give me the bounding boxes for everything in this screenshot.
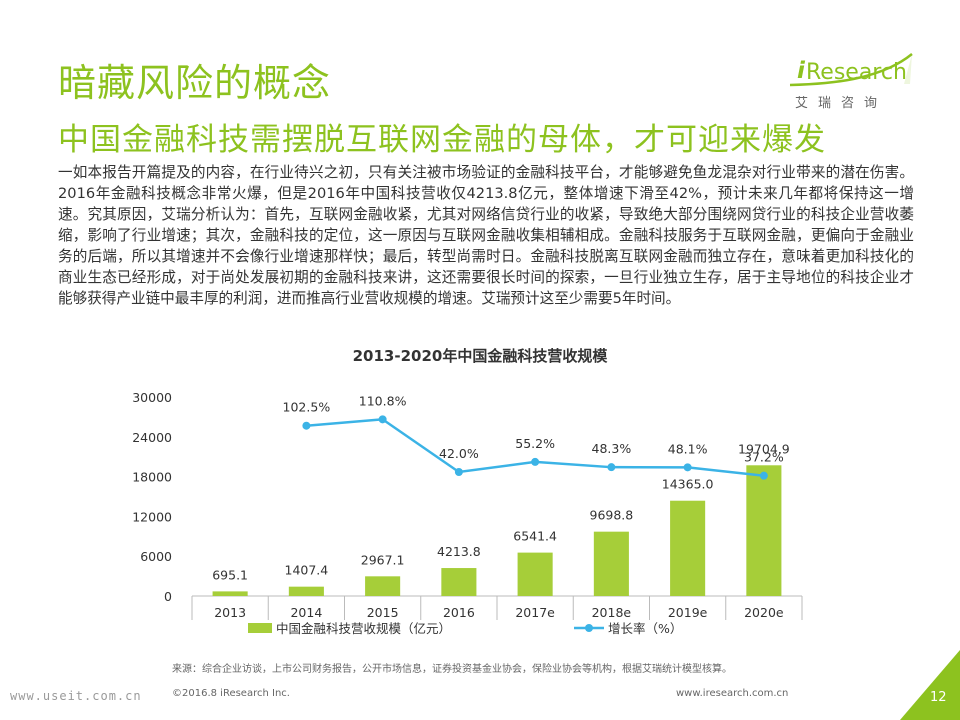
bar [288, 586, 324, 596]
bar [670, 500, 706, 596]
bar [593, 531, 629, 596]
footer-url: www.iresearch.com.cn [676, 688, 789, 699]
y-tick-label: 12000 [132, 509, 172, 524]
growth-label: 102.5% [283, 400, 331, 415]
y-tick-label: 24000 [132, 430, 172, 445]
growth-point [759, 471, 768, 480]
y-tick-label: 30000 [132, 390, 172, 405]
growth-label: 55.2% [515, 436, 555, 451]
page-title: 暗藏风险的概念 [58, 61, 332, 105]
x-tick-label: 2014 [290, 605, 322, 620]
watermark: www.useit.com.cn [10, 689, 142, 703]
bar [365, 576, 401, 596]
bar [746, 465, 782, 596]
growth-label: 48.3% [592, 441, 632, 456]
logo-subtitle: 艾瑞咨询 [795, 96, 888, 111]
bar [517, 552, 553, 596]
growth-point [531, 457, 540, 466]
growth-point [302, 421, 311, 430]
y-tick-label: 18000 [132, 470, 172, 485]
growth-label: 42.0% [439, 446, 479, 461]
growth-point [607, 463, 616, 472]
growth-label: 37.2% [744, 450, 784, 465]
bar-value-label: 19704.9 [738, 441, 790, 456]
source-note: 来源：综合企业访谈，上市公司财务报告，公开市场信息，证券投资基金业协会，保险业协… [172, 664, 732, 675]
growth-point [454, 468, 463, 477]
page-subtitle: 中国金融科技需摆脱互联网金融的母体，才可迎来爆发 [58, 122, 826, 158]
growth-point [378, 415, 387, 424]
x-tick-label: 2017e [515, 605, 555, 620]
body-paragraph: 一如本报告开篇提及的内容，在行业待兴之初，只有关注被市场验证的金融科技平台，才能… [58, 164, 914, 307]
bar-value-label: 2967.1 [361, 552, 405, 567]
y-tick-label: 0 [164, 589, 172, 604]
bar [441, 568, 477, 596]
bar-value-label: 14365.0 [662, 477, 714, 492]
iresearch-logo: i Research 艾瑞咨询 [770, 50, 920, 120]
bar [212, 591, 248, 596]
growth-label: 48.1% [668, 441, 708, 456]
chart-title: 2013-2020年中国金融科技营收规模 [353, 347, 609, 365]
copyright: ©2016.8 iResearch Inc. [172, 688, 290, 699]
bar-value-label: 695.1 [212, 567, 248, 582]
logo-brand: Research [806, 60, 907, 85]
y-tick-label: 6000 [140, 549, 172, 564]
growth-point [683, 463, 692, 472]
bar-value-label: 6541.4 [513, 529, 557, 544]
x-tick-label: 2015 [367, 605, 399, 620]
x-tick-label: 2013 [214, 605, 246, 620]
legend-line-marker [585, 624, 593, 632]
page-number: 12 [930, 690, 947, 705]
bar-value-label: 4213.8 [437, 544, 481, 559]
logo-i: i [797, 58, 805, 84]
x-tick-label: 2020e [744, 605, 784, 620]
x-tick-label: 2019e [668, 605, 708, 620]
x-tick-label: 2016 [443, 605, 475, 620]
legend-bar-swatch [248, 623, 272, 633]
bar-value-label: 9698.8 [590, 508, 634, 523]
legend-bar-label: 中国金融科技营收规模（亿元） [276, 621, 451, 636]
x-tick-label: 2018e [592, 605, 632, 620]
bar-value-label: 1407.4 [285, 563, 329, 578]
legend-line-label: 增长率（%） [608, 621, 682, 636]
growth-label: 110.8% [359, 393, 407, 408]
